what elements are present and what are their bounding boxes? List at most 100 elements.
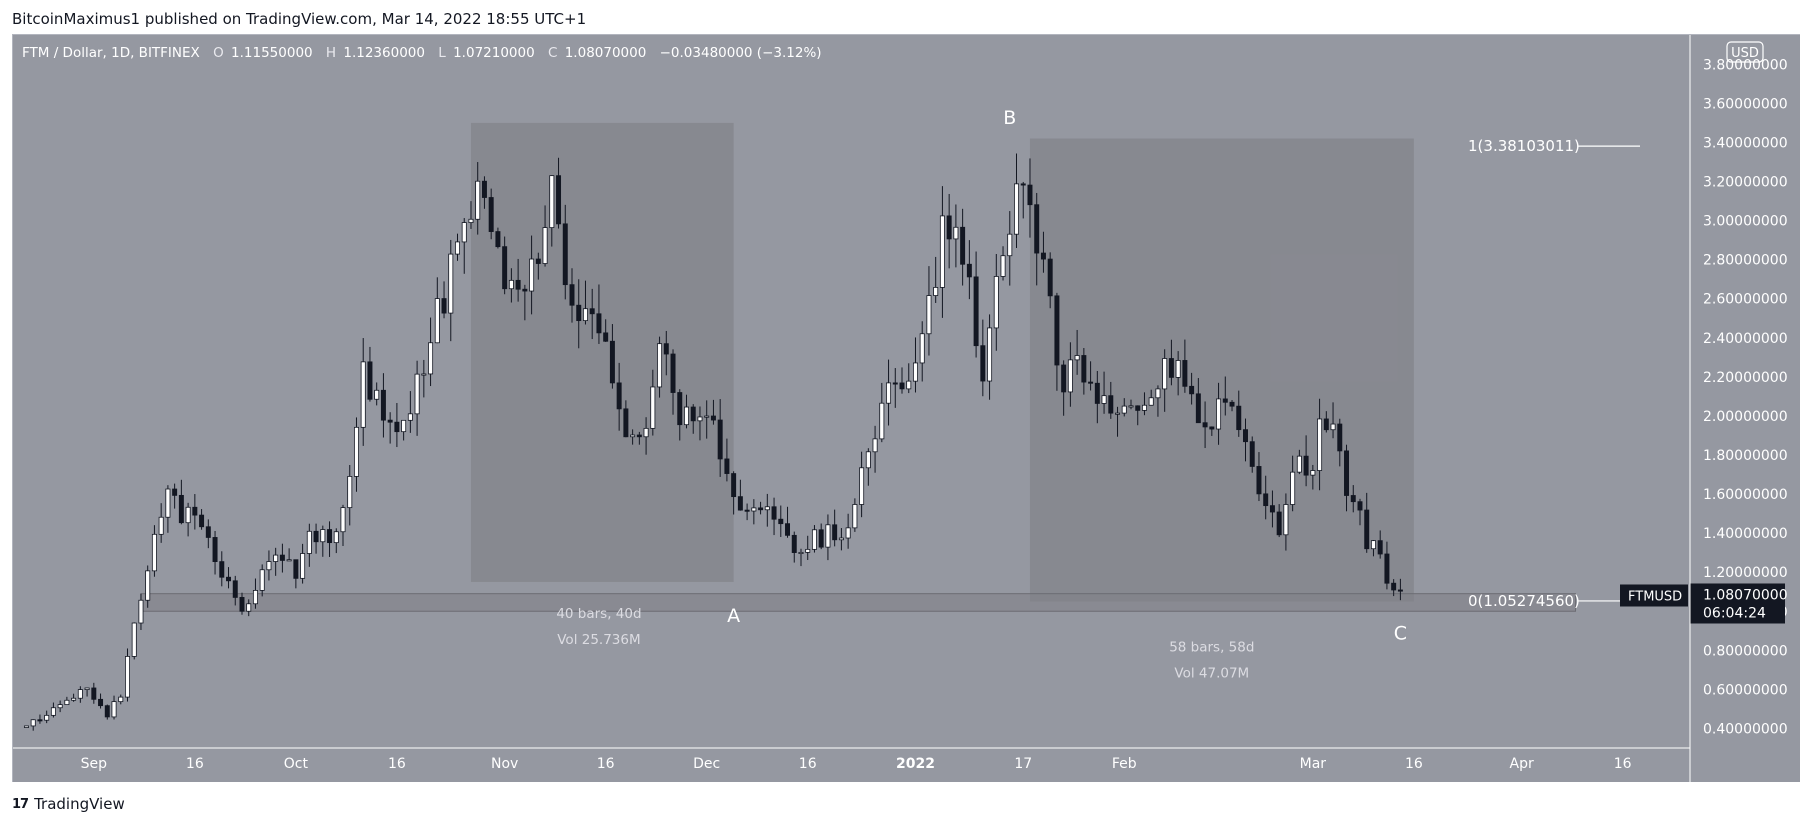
open-value: 1.11550000 bbox=[231, 45, 313, 61]
time-tick-label: 16 bbox=[388, 756, 406, 772]
candle-body bbox=[185, 506, 191, 524]
candle-body bbox=[77, 689, 83, 699]
footer-brand: TradingView bbox=[34, 795, 125, 813]
candle-body bbox=[966, 263, 972, 278]
candle-body bbox=[421, 373, 427, 376]
candle-body bbox=[340, 507, 346, 533]
candle-body bbox=[320, 529, 326, 543]
candle-body bbox=[1054, 295, 1060, 366]
candle-body bbox=[495, 231, 501, 248]
candle-body bbox=[1216, 398, 1222, 430]
boxes-layer bbox=[140, 122, 1577, 612]
measure-bars-label: 58 bars, 58d bbox=[1169, 639, 1254, 655]
currency-badge[interactable]: USD bbox=[1726, 41, 1764, 63]
candle-body bbox=[246, 603, 252, 612]
candle-body bbox=[744, 509, 750, 512]
candle-body bbox=[1330, 423, 1336, 431]
candle-body bbox=[50, 707, 56, 716]
currency-badge-border bbox=[1726, 41, 1764, 63]
candle-body bbox=[1135, 405, 1141, 411]
candle-body bbox=[1189, 385, 1195, 395]
candle-body bbox=[1310, 470, 1316, 476]
candle-body bbox=[367, 361, 373, 400]
candle-body bbox=[1370, 540, 1376, 550]
candle-body bbox=[912, 362, 918, 382]
price-tick-label: 3.40000000 bbox=[1703, 135, 1788, 151]
candle-body bbox=[879, 402, 885, 440]
candle-body bbox=[960, 226, 966, 265]
legend-header[interactable]: FTM / Dollar, 1D, BITFINEX O 1.11550000 … bbox=[22, 45, 822, 61]
candle-body bbox=[684, 406, 689, 426]
candle-body bbox=[596, 313, 602, 334]
candle-body bbox=[758, 507, 764, 511]
candle-body bbox=[91, 687, 97, 700]
candle-body bbox=[636, 434, 642, 438]
candle-body bbox=[1155, 388, 1161, 399]
candle-body bbox=[657, 343, 663, 388]
candle-body bbox=[623, 408, 629, 438]
candle-body bbox=[798, 551, 804, 554]
candle-body bbox=[1128, 405, 1134, 408]
candle-body bbox=[535, 258, 541, 264]
candle-body bbox=[589, 308, 595, 315]
candle-body bbox=[1384, 553, 1390, 584]
candle-body bbox=[407, 413, 413, 421]
candle-body bbox=[926, 295, 932, 335]
candle-body bbox=[791, 534, 797, 553]
candle-body bbox=[1377, 540, 1383, 555]
price-tick-label: 2.20000000 bbox=[1703, 370, 1788, 386]
candle-body bbox=[219, 561, 225, 578]
candle-body bbox=[131, 622, 137, 657]
candle-body bbox=[98, 698, 104, 707]
candle-body bbox=[1283, 504, 1289, 536]
candle-body bbox=[630, 434, 636, 438]
candle-body bbox=[764, 506, 770, 511]
time-tick-label: 17 bbox=[1014, 756, 1032, 772]
price-tag: FTMUSD 1.08070000 06:04:24 bbox=[1620, 583, 1788, 624]
candle-body bbox=[1034, 204, 1040, 254]
low-value: 1.07210000 bbox=[453, 45, 535, 61]
candle-body bbox=[838, 537, 844, 541]
candles-layer bbox=[23, 153, 1403, 731]
wave-label-a: A bbox=[727, 605, 740, 627]
candle-body bbox=[542, 227, 548, 264]
candle-body bbox=[71, 697, 77, 701]
candle-body bbox=[1236, 405, 1242, 431]
candle-body bbox=[1121, 405, 1127, 414]
candle-body bbox=[1007, 233, 1013, 257]
candle-body bbox=[455, 241, 460, 255]
candle-body bbox=[818, 529, 824, 548]
candle-body bbox=[1168, 358, 1174, 378]
candle-body bbox=[468, 218, 474, 223]
time-tick-label: Apr bbox=[1510, 756, 1534, 772]
time-axis[interactable]: Sep 16 Oct 16 Nov 16 Dec 16 2022 17 Feb Mar 16 Apr 16 bbox=[81, 756, 1632, 772]
candle-body bbox=[529, 258, 535, 292]
candle-body bbox=[886, 382, 892, 404]
candle-body bbox=[569, 284, 575, 306]
candle-body bbox=[872, 438, 878, 453]
candle-body bbox=[1020, 183, 1026, 186]
candle-body bbox=[522, 288, 528, 292]
candle-body bbox=[1088, 381, 1094, 384]
candle-body bbox=[1290, 471, 1296, 505]
candle-body bbox=[434, 298, 440, 344]
candle-body bbox=[252, 589, 258, 605]
publish-info: BitcoinMaximus1 published on TradingView… bbox=[12, 10, 587, 28]
candle-body bbox=[811, 529, 817, 550]
candle-body bbox=[845, 527, 851, 539]
price-tag-countdown: 06:04:24 bbox=[1703, 605, 1766, 621]
candle-body bbox=[1269, 505, 1275, 513]
time-tick-label: 2022 bbox=[896, 756, 935, 772]
candle-body bbox=[138, 599, 144, 624]
candle-body bbox=[939, 215, 945, 288]
candle-body bbox=[1391, 582, 1397, 591]
candle-body bbox=[1397, 589, 1403, 592]
candle-body bbox=[1350, 495, 1356, 503]
candle-body bbox=[751, 507, 757, 512]
candle-body bbox=[353, 426, 359, 477]
low-label: L bbox=[438, 45, 446, 61]
candle-body bbox=[158, 516, 164, 535]
candle-body bbox=[980, 345, 986, 382]
candle-body bbox=[414, 373, 420, 415]
